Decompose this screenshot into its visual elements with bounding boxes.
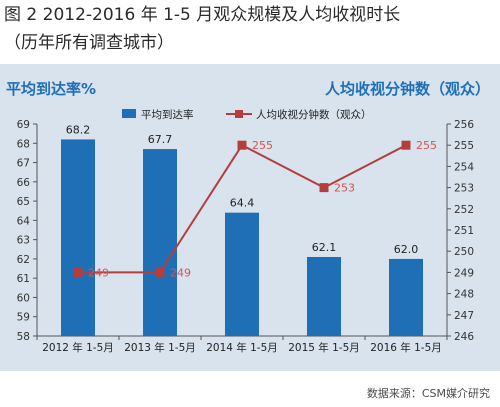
line-point xyxy=(73,267,83,277)
chart-title: 图 2 2012-2016 年 1-5 月观众规模及人均收视时长 xyxy=(4,5,401,25)
x-tick-label: 2014 年 1-5月 xyxy=(206,341,278,354)
line-value-label: 255 xyxy=(416,139,437,152)
right-tick-label: 255 xyxy=(454,140,474,152)
left-tick-label: 69 xyxy=(17,119,30,131)
bar-value-label: 67.7 xyxy=(148,133,173,146)
left-tick-label: 65 xyxy=(17,196,30,208)
x-tick-label: 2016 年 1-5月 xyxy=(370,341,442,354)
line-point xyxy=(401,140,411,150)
bar-value-label: 62.0 xyxy=(394,243,419,256)
line-point xyxy=(237,140,247,150)
bar xyxy=(143,149,177,336)
legend-bar-label: 平均到达率 xyxy=(141,108,194,121)
bar xyxy=(61,139,95,336)
chart-subtitle: （历年所有调查城市） xyxy=(4,33,174,53)
right-tick-label: 247 xyxy=(454,310,474,322)
left-tick-label: 68 xyxy=(17,138,30,150)
right-tick-label: 248 xyxy=(454,289,474,301)
bar-value-label: 62.1 xyxy=(312,241,337,254)
left-tick-label: 60 xyxy=(17,292,30,304)
right-tick-label: 246 xyxy=(454,331,474,343)
right-tick-label: 249 xyxy=(454,267,474,279)
left-tick-label: 59 xyxy=(17,312,30,324)
legend-line-label: 人均收视分钟数（观众） xyxy=(256,108,372,121)
right-tick-label: 256 xyxy=(454,119,474,131)
right-axis-title: 人均收视分钟数（观众） xyxy=(324,80,490,98)
left-tick-label: 66 xyxy=(17,177,31,189)
line-point xyxy=(319,183,329,193)
x-tick-label: 2012 年 1-5月 xyxy=(42,341,114,354)
line-value-label: 255 xyxy=(252,139,273,152)
legend-line-marker xyxy=(235,110,243,118)
right-tick-label: 251 xyxy=(454,225,474,237)
left-tick-label: 67 xyxy=(17,158,30,170)
left-tick-label: 62 xyxy=(17,254,30,266)
x-tick-label: 2013 年 1-5月 xyxy=(124,341,196,354)
bar-value-label: 68.2 xyxy=(66,123,91,136)
left-tick-label: 58 xyxy=(17,331,30,343)
left-tick-label: 64 xyxy=(17,215,31,227)
right-tick-label: 250 xyxy=(454,246,474,258)
bar-value-label: 64.4 xyxy=(230,197,255,210)
bar xyxy=(225,212,259,336)
right-tick-label: 252 xyxy=(454,204,474,216)
line-value-label: 249 xyxy=(170,266,191,279)
left-tick-label: 63 xyxy=(17,235,30,247)
line-value-label: 249 xyxy=(88,266,109,279)
right-tick-label: 254 xyxy=(454,161,474,173)
x-tick-label: 2015 年 1-5月 xyxy=(288,341,360,354)
line-point xyxy=(155,267,165,277)
left-tick-label: 61 xyxy=(17,273,30,285)
legend-bar-swatch xyxy=(122,109,136,118)
line-value-label: 253 xyxy=(334,182,355,195)
right-tick-label: 253 xyxy=(454,183,474,195)
bar xyxy=(389,258,423,336)
source-note: 数据来源：CSM媒介研究 xyxy=(366,387,490,400)
left-axis-title: 平均到达率% xyxy=(6,80,97,98)
bar xyxy=(307,256,341,336)
